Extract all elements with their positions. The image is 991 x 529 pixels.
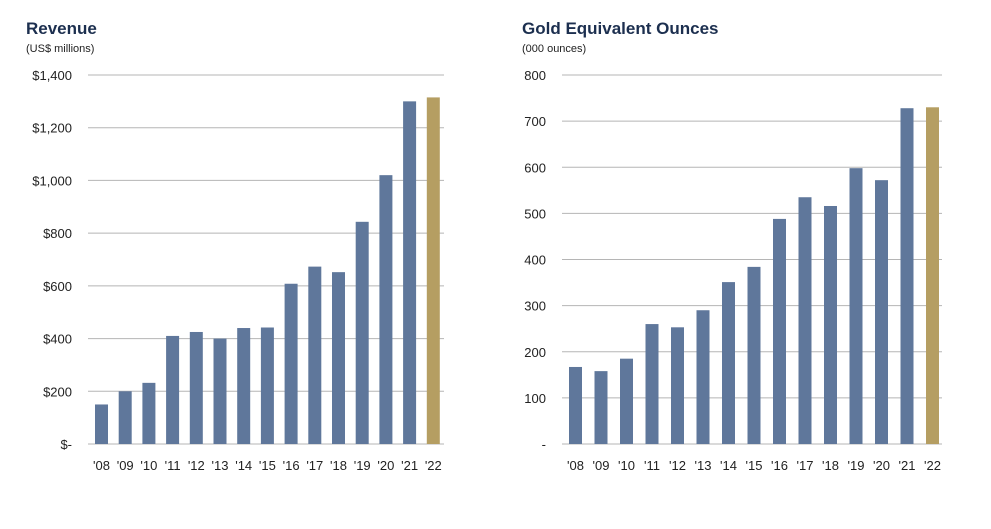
geo-bar-10	[620, 358, 633, 444]
geo-x-tick-label: '15	[746, 458, 763, 473]
revenue-x-tick-label: '16	[283, 458, 300, 473]
geo-x-tick-label: '11	[644, 458, 660, 473]
revenue-y-tick-label: $-	[60, 437, 72, 452]
geo-y-tick-label: 700	[524, 114, 546, 129]
revenue-x-tick-label: '22	[425, 458, 442, 473]
geo-bar-11	[645, 324, 659, 444]
geo-bar-08	[569, 366, 582, 444]
revenue-chart-title: Revenue	[26, 19, 97, 38]
geo-bar-18	[824, 205, 837, 444]
geo-x-tick-label: '10	[618, 458, 635, 473]
geo-x-tick-label: '21	[899, 458, 916, 473]
geo-bar-15	[747, 266, 761, 444]
revenue-y-tick-label: $200	[43, 384, 72, 399]
geo-bar-19	[849, 168, 863, 445]
revenue-x-tick-label: '17	[306, 458, 323, 473]
geo-y-tick-label: 100	[524, 391, 546, 406]
revenue-bar-13	[213, 338, 227, 444]
revenue-x-tick-label: '12	[188, 458, 205, 473]
geo-y-tick-label: 200	[524, 345, 546, 360]
geo-chart-title: Gold Equivalent Ounces	[522, 19, 718, 38]
revenue-y-tick-label: $1,200	[32, 121, 72, 136]
revenue-bar-22	[426, 97, 440, 445]
geo-y-tick-label: 600	[524, 160, 546, 175]
revenue-bar-12	[189, 331, 203, 444]
revenue-x-tick-label: '20	[377, 458, 394, 473]
geo-y-tick-label: 800	[524, 68, 546, 83]
geo-x-tick-label: '17	[797, 458, 814, 473]
geo-x-tick-label: '22	[924, 458, 941, 473]
revenue-x-tick-label: '19	[354, 458, 371, 473]
geo-bar-20	[875, 180, 888, 445]
revenue-bar-21	[403, 101, 417, 444]
geo-bar-16	[773, 218, 786, 444]
revenue-x-tick-label: '13	[212, 458, 229, 473]
revenue-bar-17	[308, 266, 322, 444]
revenue-x-tick-label: '14	[235, 458, 252, 473]
geo-bar-21	[900, 108, 914, 445]
geo-bar-22	[926, 107, 939, 444]
revenue-x-tick-label: '21	[401, 458, 418, 473]
revenue-x-tick-label: '18	[330, 458, 347, 473]
geo-y-tick-label: 400	[524, 253, 546, 268]
revenue-y-tick-label: $1,000	[32, 173, 72, 188]
revenue-y-tick-label: $800	[43, 226, 72, 241]
revenue-y-tick-label: $400	[43, 332, 72, 347]
geo-x-tick-label: '13	[695, 458, 712, 473]
geo-y-tick-label: 500	[524, 206, 546, 221]
revenue-x-tick-label: '09	[117, 458, 134, 473]
revenue-x-tick-label: '11	[165, 458, 181, 473]
geo-x-tick-label: '18	[822, 458, 839, 473]
geo-x-tick-label: '20	[873, 458, 890, 473]
revenue-chart-subtitle: (US$ millions)	[26, 43, 94, 55]
revenue-bar-14	[237, 328, 251, 444]
geo-y-tick-label: 300	[524, 299, 546, 314]
geo-bar-13	[696, 310, 710, 444]
geo-x-tick-label: '08	[567, 458, 584, 473]
revenue-bar-16	[284, 283, 298, 444]
revenue-bar-09	[118, 391, 132, 444]
geo-x-tick-label: '19	[848, 458, 865, 473]
geo-bar-12	[671, 327, 684, 444]
revenue-bar-08	[95, 404, 108, 444]
revenue-x-tick-label: '10	[140, 458, 157, 473]
revenue-bar-19	[355, 221, 369, 444]
revenue-bar-10	[142, 382, 156, 444]
revenue-bar-20	[379, 175, 393, 444]
geo-x-tick-label: '16	[771, 458, 788, 473]
revenue-bar-15	[260, 327, 274, 444]
revenue-bar-18	[332, 272, 345, 444]
geo-bar-17	[798, 197, 812, 444]
revenue-y-tick-label: $1,400	[32, 68, 72, 83]
revenue-y-tick-label: $600	[43, 279, 72, 294]
geo-chart-subtitle: (000 ounces)	[522, 43, 586, 55]
geo-x-tick-label: '12	[669, 458, 686, 473]
geo-bar-09	[594, 371, 608, 444]
geo-y-tick-label: -	[542, 437, 546, 452]
revenue-bar-11	[166, 335, 180, 444]
revenue-x-tick-label: '15	[259, 458, 276, 473]
geo-bar-14	[722, 282, 735, 444]
revenue-x-tick-label: '08	[93, 458, 110, 473]
geo-x-tick-label: '09	[593, 458, 610, 473]
geo-x-tick-label: '14	[720, 458, 737, 473]
